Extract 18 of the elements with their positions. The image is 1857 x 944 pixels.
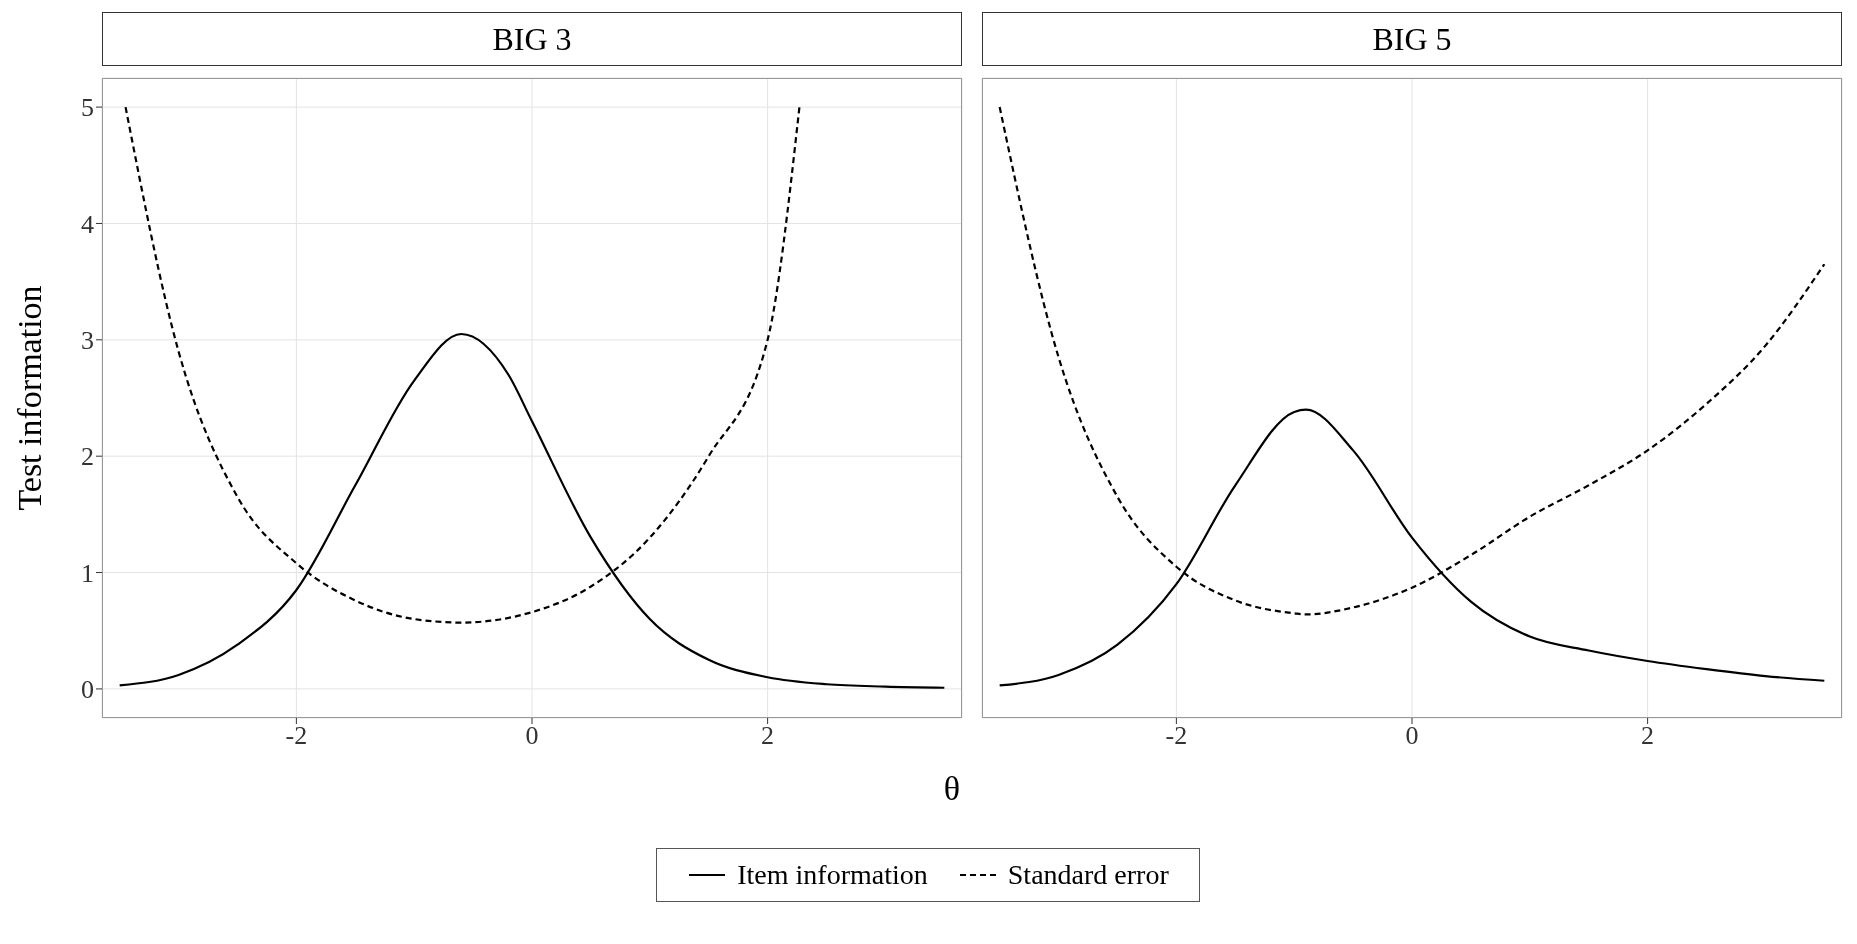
y-axis-title: Test information xyxy=(11,285,49,511)
legend-label: Standard error xyxy=(1007,859,1169,891)
x-tick-label: 2 xyxy=(761,721,775,751)
y-tick-label: 3 xyxy=(81,326,94,356)
x-axis-title: θ xyxy=(942,770,962,808)
y-tick-label: 2 xyxy=(81,442,94,472)
y-tick-label: 5 xyxy=(81,93,94,123)
x-tick-label: -2 xyxy=(285,721,308,751)
chart-title: BIG 5 xyxy=(1372,20,1452,58)
y-tick-label: 4 xyxy=(81,209,94,239)
x-tick-label: 0 xyxy=(1405,721,1419,751)
y-tick-label: 1 xyxy=(81,558,94,588)
x-tick-label: 2 xyxy=(1641,721,1655,751)
legend-label: Item information xyxy=(737,859,928,891)
chart-title: BIG 3 xyxy=(492,20,572,58)
x-tick-label: 0 xyxy=(525,721,539,751)
x-tick-label: -2 xyxy=(1165,721,1188,751)
y-tick-label: 0 xyxy=(81,675,94,705)
